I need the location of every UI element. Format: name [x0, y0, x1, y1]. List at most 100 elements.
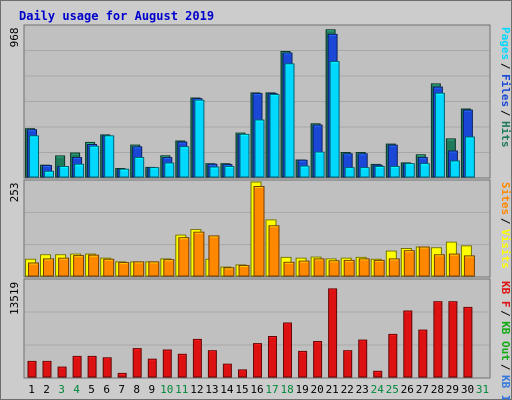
bar-visits-sites-day-13	[208, 235, 220, 277]
bar-kbytes-kb-f-day-24	[373, 370, 383, 378]
bar-kbytes-kb-f-day-11	[177, 353, 187, 378]
bar-visits-sites-day-14	[223, 267, 235, 277]
bar-visits-sites-day-9	[148, 261, 160, 277]
x-tick-label-day-27: 27	[416, 383, 429, 396]
bar-hits-pages-day-12	[194, 99, 205, 178]
bar-kbytes-kb-f-day-8	[132, 348, 142, 378]
x-tick-label-day-31: 31	[476, 383, 489, 396]
bar-visits-sites-day-6	[103, 258, 115, 277]
bar-hits-pages-day-22	[344, 167, 355, 178]
x-tick-label-day-9: 9	[148, 383, 155, 396]
bar-visits-sites-day-25	[388, 258, 400, 277]
bar-kbytes-kb-f-day-19	[298, 350, 308, 378]
panel-hits-ymax-label: 968	[8, 28, 21, 48]
legend-label-kb-out: KB Out	[499, 321, 512, 361]
bar-kbytes-kb-f-day-2	[42, 360, 52, 378]
bar-visits-sites-day-26	[403, 250, 415, 277]
panel-kbytes-ymax-label: 13519	[8, 282, 21, 315]
x-tick-label-day-11: 11	[175, 383, 188, 396]
bar-visits-sites-day-1	[28, 262, 39, 277]
bar-visits-sites-day-2	[43, 258, 54, 277]
bar-kbytes-kb-f-day-12	[192, 338, 202, 378]
x-axis-day-labels: 1 2 3 4 5 6 7 8 9 10 11 12 13 14 15 16 17 18 19 20 21 22 23 24 2…	[28, 383, 489, 396]
bar-hits-pages-day-1	[29, 135, 39, 178]
bar-visits-sites-day-8	[133, 261, 145, 277]
x-tick-label-day-16: 16	[250, 383, 263, 396]
bar-visits-sites-day-27	[418, 246, 430, 277]
bar-visits-sites-day-19	[298, 260, 310, 277]
bar-hits-pages-day-4	[74, 163, 85, 178]
legend-label-kb-f: KB F	[499, 281, 512, 308]
bar-hits-pages-day-8	[134, 157, 145, 178]
x-tick-label-day-28: 28	[431, 383, 444, 396]
x-tick-label-day-12: 12	[190, 383, 203, 396]
bar-hits-pages-day-19	[299, 165, 310, 178]
bar-visits-sites-day-23	[358, 258, 370, 277]
bar-hits-pages-day-11	[179, 146, 190, 178]
bar-hits-pages-day-6	[104, 135, 115, 178]
legend-separator: /	[499, 364, 512, 371]
bar-hits-pages-day-24	[374, 166, 385, 178]
bar-kbytes-kb-f-day-30	[463, 306, 473, 378]
bar-hits-pages-day-25	[389, 166, 400, 178]
x-tick-label-day-15: 15	[235, 383, 248, 396]
x-tick-label-day-10: 10	[160, 383, 173, 396]
bar-hits-pages-day-23	[359, 167, 370, 178]
panel-kbytes: 13519 KB F/KB Out/KB In	[8, 278, 512, 400]
bar-hits-pages-day-15	[239, 133, 250, 178]
bar-visits-sites-day-11	[178, 237, 190, 277]
bar-kbytes-kb-f-day-13	[207, 350, 217, 378]
bar-visits-sites-day-21	[328, 260, 340, 277]
bar-hits-pages-day-17	[269, 94, 280, 178]
bar-visits-sites-day-4	[73, 255, 85, 277]
bar-hits-pages-day-21	[329, 61, 340, 178]
x-tick-label-day-20: 20	[310, 383, 323, 396]
legend-separator: /	[499, 218, 512, 225]
x-tick-label-day-2: 2	[43, 383, 50, 396]
bar-hits-pages-day-16	[254, 119, 265, 178]
panel-hits-legend: Pages / Files / Hits	[499, 27, 512, 148]
x-tick-label-day-18: 18	[280, 383, 293, 396]
bar-visits-sites-day-7	[118, 262, 130, 277]
x-tick-label-day-5: 5	[88, 383, 95, 396]
bar-hits-pages-day-20	[314, 151, 325, 178]
bar-kbytes-kb-f-day-21	[328, 288, 338, 378]
legend-separator: /	[499, 110, 512, 117]
bar-visits-sites-day-20	[313, 258, 325, 277]
bar-visits-sites-day-28	[433, 254, 445, 277]
legend-separator: /	[499, 63, 512, 70]
bar-kbytes-kb-f-day-17	[268, 336, 277, 378]
bar-visits-sites-day-10	[163, 259, 175, 277]
panel-hits: 968 Pages / Files / Hits	[8, 24, 512, 179]
bar-kbytes-kb-f-day-18	[283, 322, 292, 378]
x-tick-label-day-6: 6	[103, 383, 110, 396]
bar-visits-sites-day-15	[238, 265, 250, 277]
x-tick-label-day-19: 19	[295, 383, 308, 396]
bar-visits-sites-day-12	[193, 231, 205, 277]
legend-label-pages: Pages	[499, 27, 512, 60]
x-tick-label-day-30: 30	[461, 383, 474, 396]
bar-hits-pages-day-7	[119, 168, 130, 178]
bar-hits-pages-day-26	[404, 163, 415, 178]
bar-kbytes-kb-f-day-4	[72, 355, 82, 378]
bar-visits-sites-day-5	[88, 254, 100, 277]
legend-label-sites: Sites	[499, 182, 512, 215]
x-tick-label-day-7: 7	[118, 383, 125, 396]
bar-hits-pages-day-9	[149, 167, 160, 178]
x-tick-label-day-21: 21	[326, 383, 339, 396]
x-tick-label-day-23: 23	[356, 383, 369, 396]
bar-hits-pages-day-30	[464, 136, 475, 178]
bar-visits-sites-day-30	[463, 255, 475, 277]
x-tick-label-day-29: 29	[446, 383, 459, 396]
bar-kbytes-kb-f-day-9	[147, 358, 157, 378]
x-tick-label-day-17: 17	[265, 383, 278, 396]
bar-kbytes-kb-f-day-15	[238, 369, 247, 378]
legend-label-kb-in: KB In	[499, 375, 512, 400]
bar-kbytes-kb-f-day-29	[448, 301, 458, 378]
bar-kbytes-kb-f-day-25	[388, 333, 398, 378]
panel-visits-ymax-label: 253	[8, 183, 21, 203]
bar-hits-pages-day-28	[434, 92, 445, 178]
bar-visits-sites-day-29	[448, 253, 460, 277]
bar-visits-sites-day-24	[373, 259, 385, 277]
bar-kbytes-kb-f-day-10	[162, 349, 172, 378]
